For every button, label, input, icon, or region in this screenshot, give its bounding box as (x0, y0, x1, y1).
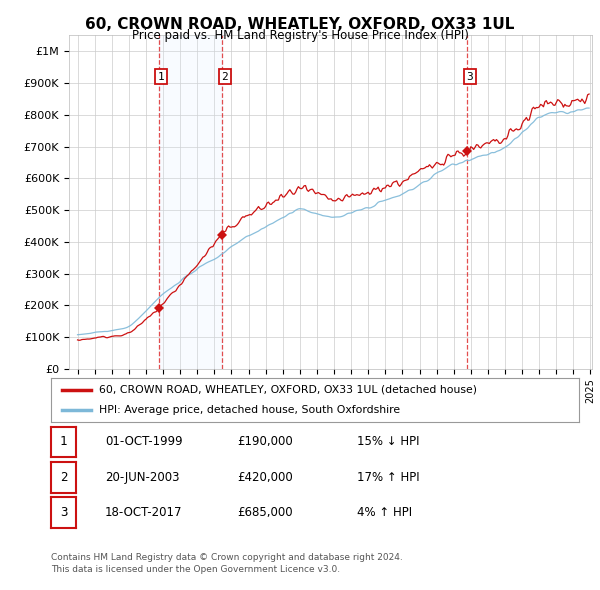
Text: 60, CROWN ROAD, WHEATLEY, OXFORD, OX33 1UL (detached house): 60, CROWN ROAD, WHEATLEY, OXFORD, OX33 1… (98, 385, 476, 395)
Text: 18-OCT-2017: 18-OCT-2017 (105, 506, 182, 519)
Text: 17% ↑ HPI: 17% ↑ HPI (357, 471, 419, 484)
Text: 2: 2 (221, 71, 228, 81)
Text: Price paid vs. HM Land Registry's House Price Index (HPI): Price paid vs. HM Land Registry's House … (131, 29, 469, 42)
Text: £190,000: £190,000 (237, 435, 293, 448)
Text: 1: 1 (60, 435, 67, 448)
Bar (159, 35, 222, 369)
Text: 2: 2 (60, 471, 67, 484)
Text: 60, CROWN ROAD, WHEATLEY, OXFORD, OX33 1UL: 60, CROWN ROAD, WHEATLEY, OXFORD, OX33 1… (85, 17, 515, 31)
Text: 3: 3 (466, 71, 473, 81)
Text: £420,000: £420,000 (237, 471, 293, 484)
Text: 3: 3 (60, 506, 67, 519)
Text: Contains HM Land Registry data © Crown copyright and database right 2024.
This d: Contains HM Land Registry data © Crown c… (51, 553, 403, 574)
Text: HPI: Average price, detached house, South Oxfordshire: HPI: Average price, detached house, Sout… (98, 405, 400, 415)
Text: 4% ↑ HPI: 4% ↑ HPI (357, 506, 412, 519)
Text: 20-JUN-2003: 20-JUN-2003 (105, 471, 179, 484)
Text: 15% ↓ HPI: 15% ↓ HPI (357, 435, 419, 448)
Text: 1: 1 (158, 71, 165, 81)
Text: 01-OCT-1999: 01-OCT-1999 (105, 435, 182, 448)
Text: £685,000: £685,000 (237, 506, 293, 519)
